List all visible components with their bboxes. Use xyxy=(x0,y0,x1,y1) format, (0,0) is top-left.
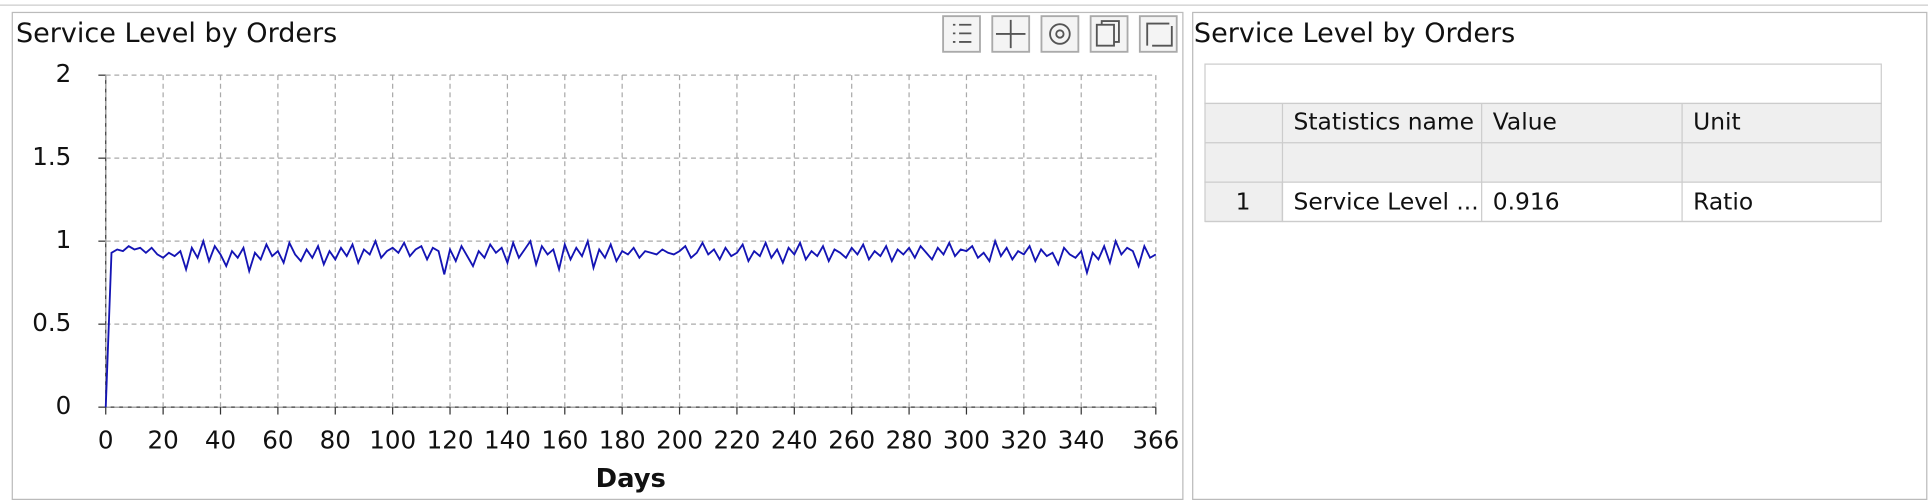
x-tick-label: 160 xyxy=(541,426,588,455)
toolbar xyxy=(942,15,1178,53)
x-tick-label: 300 xyxy=(943,426,990,455)
x-tick-label: 200 xyxy=(656,426,703,455)
x-tick-label: 320 xyxy=(1000,426,1047,455)
y-tick-label: 1.5 xyxy=(32,142,71,171)
column-header: Statistics name xyxy=(1294,108,1474,136)
chart-title: Service Level by Orders xyxy=(16,18,337,49)
x-tick-label: 366 xyxy=(1132,426,1179,455)
legend-button[interactable] xyxy=(942,15,981,53)
table-cell: 0.916 xyxy=(1493,188,1560,216)
x-tick-label: 80 xyxy=(320,426,351,455)
y-tick-label: 0 xyxy=(56,391,72,420)
y-tick-label: 1 xyxy=(56,225,72,254)
table-cell: Service Level ... xyxy=(1294,188,1479,216)
x-axis-label: Days xyxy=(596,464,666,494)
table-cell: Ratio xyxy=(1693,188,1753,216)
x-tick-label: 60 xyxy=(262,426,293,455)
expand-button[interactable] xyxy=(1138,15,1178,53)
x-tick-label: 240 xyxy=(771,426,818,455)
x-tick-label: 340 xyxy=(1058,426,1105,455)
x-tick-label: 100 xyxy=(369,426,416,455)
x-tick-label: 140 xyxy=(484,426,531,455)
x-tick-label: 0 xyxy=(98,426,114,455)
series-line xyxy=(104,237,1157,408)
x-tick-label: 280 xyxy=(886,426,933,455)
column-header: Unit xyxy=(1693,108,1741,136)
x-tick-label: 40 xyxy=(205,426,236,455)
x-tick-label: 260 xyxy=(828,426,875,455)
x-tick-label: 20 xyxy=(147,426,178,455)
x-tick-label: 120 xyxy=(427,426,474,455)
y-tick-label: 0.5 xyxy=(32,308,71,337)
x-tick-label: 180 xyxy=(599,426,646,455)
settings-button[interactable] xyxy=(1040,15,1080,53)
copy-button[interactable] xyxy=(1089,15,1129,53)
x-tick-label: 220 xyxy=(713,426,760,455)
add-button[interactable] xyxy=(991,15,1031,53)
table-title: Service Level by Orders xyxy=(1194,18,1515,49)
data-table xyxy=(1204,63,1882,223)
table-cell: 1 xyxy=(1236,188,1251,216)
y-tick-label: 2 xyxy=(56,59,72,88)
column-header: Value xyxy=(1493,108,1557,136)
